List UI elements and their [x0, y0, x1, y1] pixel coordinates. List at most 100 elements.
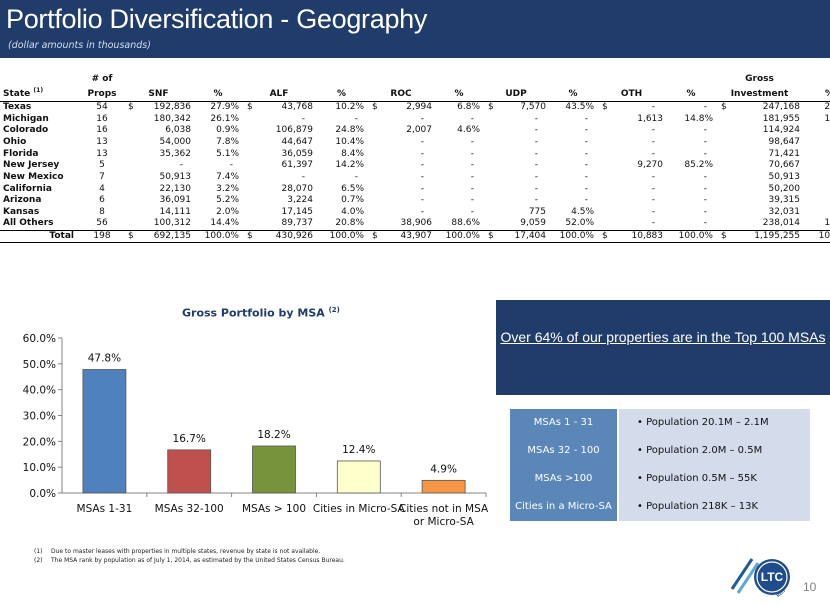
page-number: 10 [803, 580, 817, 594]
cell-value: 692,135 [153, 230, 191, 241]
cell-props: 8 [80, 207, 124, 219]
cell-udp-pct: - [548, 183, 598, 195]
cell-oth-pct: 14.8% [665, 113, 717, 125]
cell-gross-pct: 20.7% [802, 102, 830, 114]
cell-value: - [420, 171, 424, 182]
cell-alf-pct: 8.4% [315, 148, 368, 160]
cell-alf: - [243, 113, 315, 125]
cell-oth: - [598, 195, 665, 207]
cell-value: - [584, 160, 588, 171]
cell-value: 36,059 [281, 148, 314, 159]
cell-value: - [651, 171, 655, 182]
cell-oth: - [598, 183, 665, 195]
cell-snf-pct: 26.1% [193, 113, 243, 125]
table-row: New Jersey 5 - - 61,397 14.2% - - - - 9,270 85.2% 70… [0, 160, 830, 172]
cell-value: - [651, 125, 655, 136]
cell-value: 50,913 [768, 171, 801, 182]
cell-value: New Jersey [3, 160, 60, 171]
cell-value: 1,613 [637, 113, 663, 124]
cell-state: Colorado [0, 125, 80, 137]
cell-value: Ohio [3, 136, 27, 147]
msa-tier-label: MSAs 32 - 100 [510, 437, 617, 465]
currency-symbol: $ [128, 102, 134, 113]
cell-roc: - [368, 137, 434, 149]
msa-bar-chart: 0.0% 10.0% 20.0% 30.0% 40.0% 50.0% 60.0% 47.8% M… [23, 333, 489, 528]
cell-value: Kansas [3, 207, 40, 218]
cell-oth-pct: - [665, 125, 717, 137]
cell-value: 89,737 [281, 218, 314, 229]
cell-value: 8 [99, 207, 105, 218]
cell-value: 71,421 [768, 148, 801, 159]
cell-value: 7 [99, 171, 105, 182]
msa-tier-population: • Population 218K – 13K [619, 493, 810, 521]
cell-roc-pct: - [434, 207, 484, 219]
cell-udp: - [484, 172, 548, 184]
cell-value: 36,091 [159, 195, 192, 206]
currency-symbol: $ [488, 102, 494, 113]
cell-value: 0.9% [216, 125, 239, 136]
cell-udp-pct: - [548, 148, 598, 160]
cell-state: All Others [0, 218, 80, 230]
x-tick-label: MSAs 1-31 [77, 503, 133, 515]
cell-value: 7.4% [216, 171, 239, 182]
cell-udp-pct: - [548, 125, 598, 137]
cell-udp: - [484, 183, 548, 195]
cell-alf-pct: 6.5% [315, 183, 368, 195]
cell-props: 7 [80, 172, 124, 184]
x-tick-label: Cities not in MSA [399, 503, 489, 515]
currency-symbol: $ [128, 230, 134, 241]
cell-value: 10.4% [335, 136, 364, 147]
cell-value: - [420, 160, 424, 171]
cell-alf: 36,059 [243, 148, 315, 160]
cell-value: 14,111 [159, 207, 192, 218]
cell-value: Texas [3, 102, 32, 113]
cell-roc-pct: 4.6% [434, 125, 484, 137]
x-tick-label: MSAs 32-100 [155, 503, 224, 515]
cell-snf: $192,836 [124, 102, 193, 114]
cell-roc-pct: 88.6% [434, 218, 484, 230]
y-tick-label: 0.0% [29, 488, 56, 500]
cell-value: 9,270 [637, 160, 663, 171]
header-udp-pct: % [548, 85, 598, 102]
cell-value: 100.0% [678, 230, 713, 241]
cell-udp: - [484, 195, 548, 207]
cell-value: 198 [93, 230, 111, 241]
cell-value: 4.6% [457, 125, 480, 136]
table-row: All Others 56 100,312 14.4% 89,737 20.8% 38,90… [0, 218, 830, 230]
bar [336, 460, 381, 494]
cell-snf-pct: 100.0% [193, 229, 243, 243]
cell-udp-pct: - [548, 113, 598, 125]
currency-symbol: $ [488, 230, 494, 241]
cell-value: - [534, 113, 538, 124]
cell-value: 27.9% [210, 102, 239, 113]
cell-value: 3.2% [216, 183, 239, 194]
currency-symbol: $ [372, 230, 378, 241]
cell-alf: 3,224 [243, 195, 315, 207]
cell-roc-pct: 100.0% [434, 229, 484, 243]
cell-udp: 9,059 [484, 218, 548, 230]
cell-value: 100.0% [204, 230, 239, 241]
cell-value: - [470, 113, 474, 124]
cell-value: Colorado [3, 125, 49, 136]
cell-oth: 9,270 [598, 160, 665, 172]
chart-title: Gross Portfolio by MSA (2) [182, 306, 340, 320]
cell-value: 70,667 [768, 160, 801, 171]
header-alf: ALF [243, 85, 315, 102]
cell-value: 39,315 [768, 195, 801, 206]
cell-udp: - [484, 137, 548, 149]
cell-value: - [301, 171, 305, 182]
bar [167, 449, 212, 494]
cell-roc-pct: - [434, 148, 484, 160]
cell-value: California [3, 183, 52, 194]
cell-oth: 1,613 [598, 113, 665, 125]
cell-value: 4.5% [571, 207, 594, 218]
cell-alf-pct: 14.2% [315, 160, 368, 172]
cell-state: New Jersey [0, 160, 80, 172]
cell-props: 5 [80, 160, 124, 172]
footnotes: (1) Due to master leases with properties … [34, 548, 345, 565]
cell-value: 52.0% [565, 218, 594, 229]
table-row: Kansas 8 14,111 2.0% 17,145 4.0% - - 775 4.5% - - 32… [0, 207, 830, 219]
cell-oth: - [598, 218, 665, 230]
cell-value: 7,570 [520, 102, 546, 113]
cell-value: - [470, 136, 474, 147]
